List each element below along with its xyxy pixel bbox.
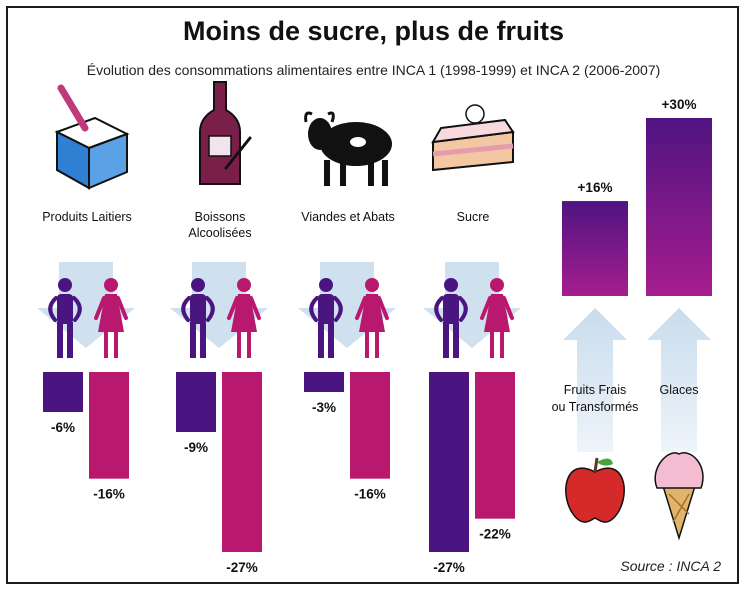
up-arrow xyxy=(647,308,711,452)
category-label: Fruits Frais xyxy=(564,383,627,397)
bar-men xyxy=(176,372,216,432)
chart-title: Moins de sucre, plus de fruits xyxy=(182,16,565,46)
increase-group: +30% Glaces xyxy=(646,97,712,541)
increase-group: +16% Fruits Frais ou Transformés xyxy=(552,180,639,523)
category-group: Sucre -27% -22% xyxy=(423,104,521,575)
bar-increase xyxy=(646,118,712,296)
source-note: Source : INCA 2 xyxy=(620,558,721,574)
bar-women xyxy=(89,372,129,479)
category-group: Produits Laitiers -6% -16% xyxy=(37,84,135,502)
category-group: Viandes et Abats -3% -16% xyxy=(298,111,396,502)
ice-cream-cone-icon xyxy=(654,452,704,541)
man-icon xyxy=(434,278,468,358)
milk-carton-icon xyxy=(54,84,130,190)
decrease-chart: Produits Laitiers -6% -16% Boissons Alcoolis… xyxy=(37,81,521,575)
value-label-increase: +30% xyxy=(662,97,697,112)
category-group: Boissons Alcoolisées -9% -27% xyxy=(170,81,268,575)
value-label-men: -3% xyxy=(312,400,336,415)
value-label-women: -22% xyxy=(479,527,511,542)
bar-men xyxy=(304,372,344,392)
value-label-men: -27% xyxy=(433,560,465,575)
bar-women xyxy=(350,372,390,479)
man-icon xyxy=(309,278,343,358)
woman-icon xyxy=(227,278,261,358)
value-label-increase: +16% xyxy=(578,180,613,195)
cow-icon xyxy=(304,111,392,186)
increase-chart: +16% Fruits Frais ou Transformés +30% Glaces xyxy=(552,97,712,541)
man-icon xyxy=(181,278,215,358)
up-arrow xyxy=(563,308,627,452)
cake-slice-icon xyxy=(431,104,515,172)
category-label: ou Transformés xyxy=(552,400,639,414)
man-icon xyxy=(48,278,82,358)
value-label-women: -27% xyxy=(226,560,258,575)
bar-women xyxy=(475,372,515,519)
category-label: Viandes et Abats xyxy=(301,210,395,224)
value-label-men: -9% xyxy=(184,440,208,455)
woman-icon xyxy=(480,278,514,358)
apple-icon xyxy=(565,457,625,523)
category-label: Produits Laitiers xyxy=(42,210,132,224)
chart-subtitle: Évolution des consommations alimentaires… xyxy=(86,62,661,78)
woman-icon xyxy=(94,278,128,358)
bar-women xyxy=(222,372,262,552)
category-label: Boissons xyxy=(195,210,246,224)
woman-icon xyxy=(355,278,389,358)
bar-increase xyxy=(562,201,628,296)
bar-men xyxy=(429,372,469,552)
category-label: Sucre xyxy=(457,210,490,224)
value-label-women: -16% xyxy=(354,487,386,502)
value-label-women: -16% xyxy=(93,487,125,502)
value-label-men: -6% xyxy=(51,420,75,435)
wine-bottle-icon xyxy=(199,81,252,185)
bar-men xyxy=(43,372,83,412)
category-label: Glaces xyxy=(660,383,699,397)
category-label: Alcoolisées xyxy=(188,226,251,240)
